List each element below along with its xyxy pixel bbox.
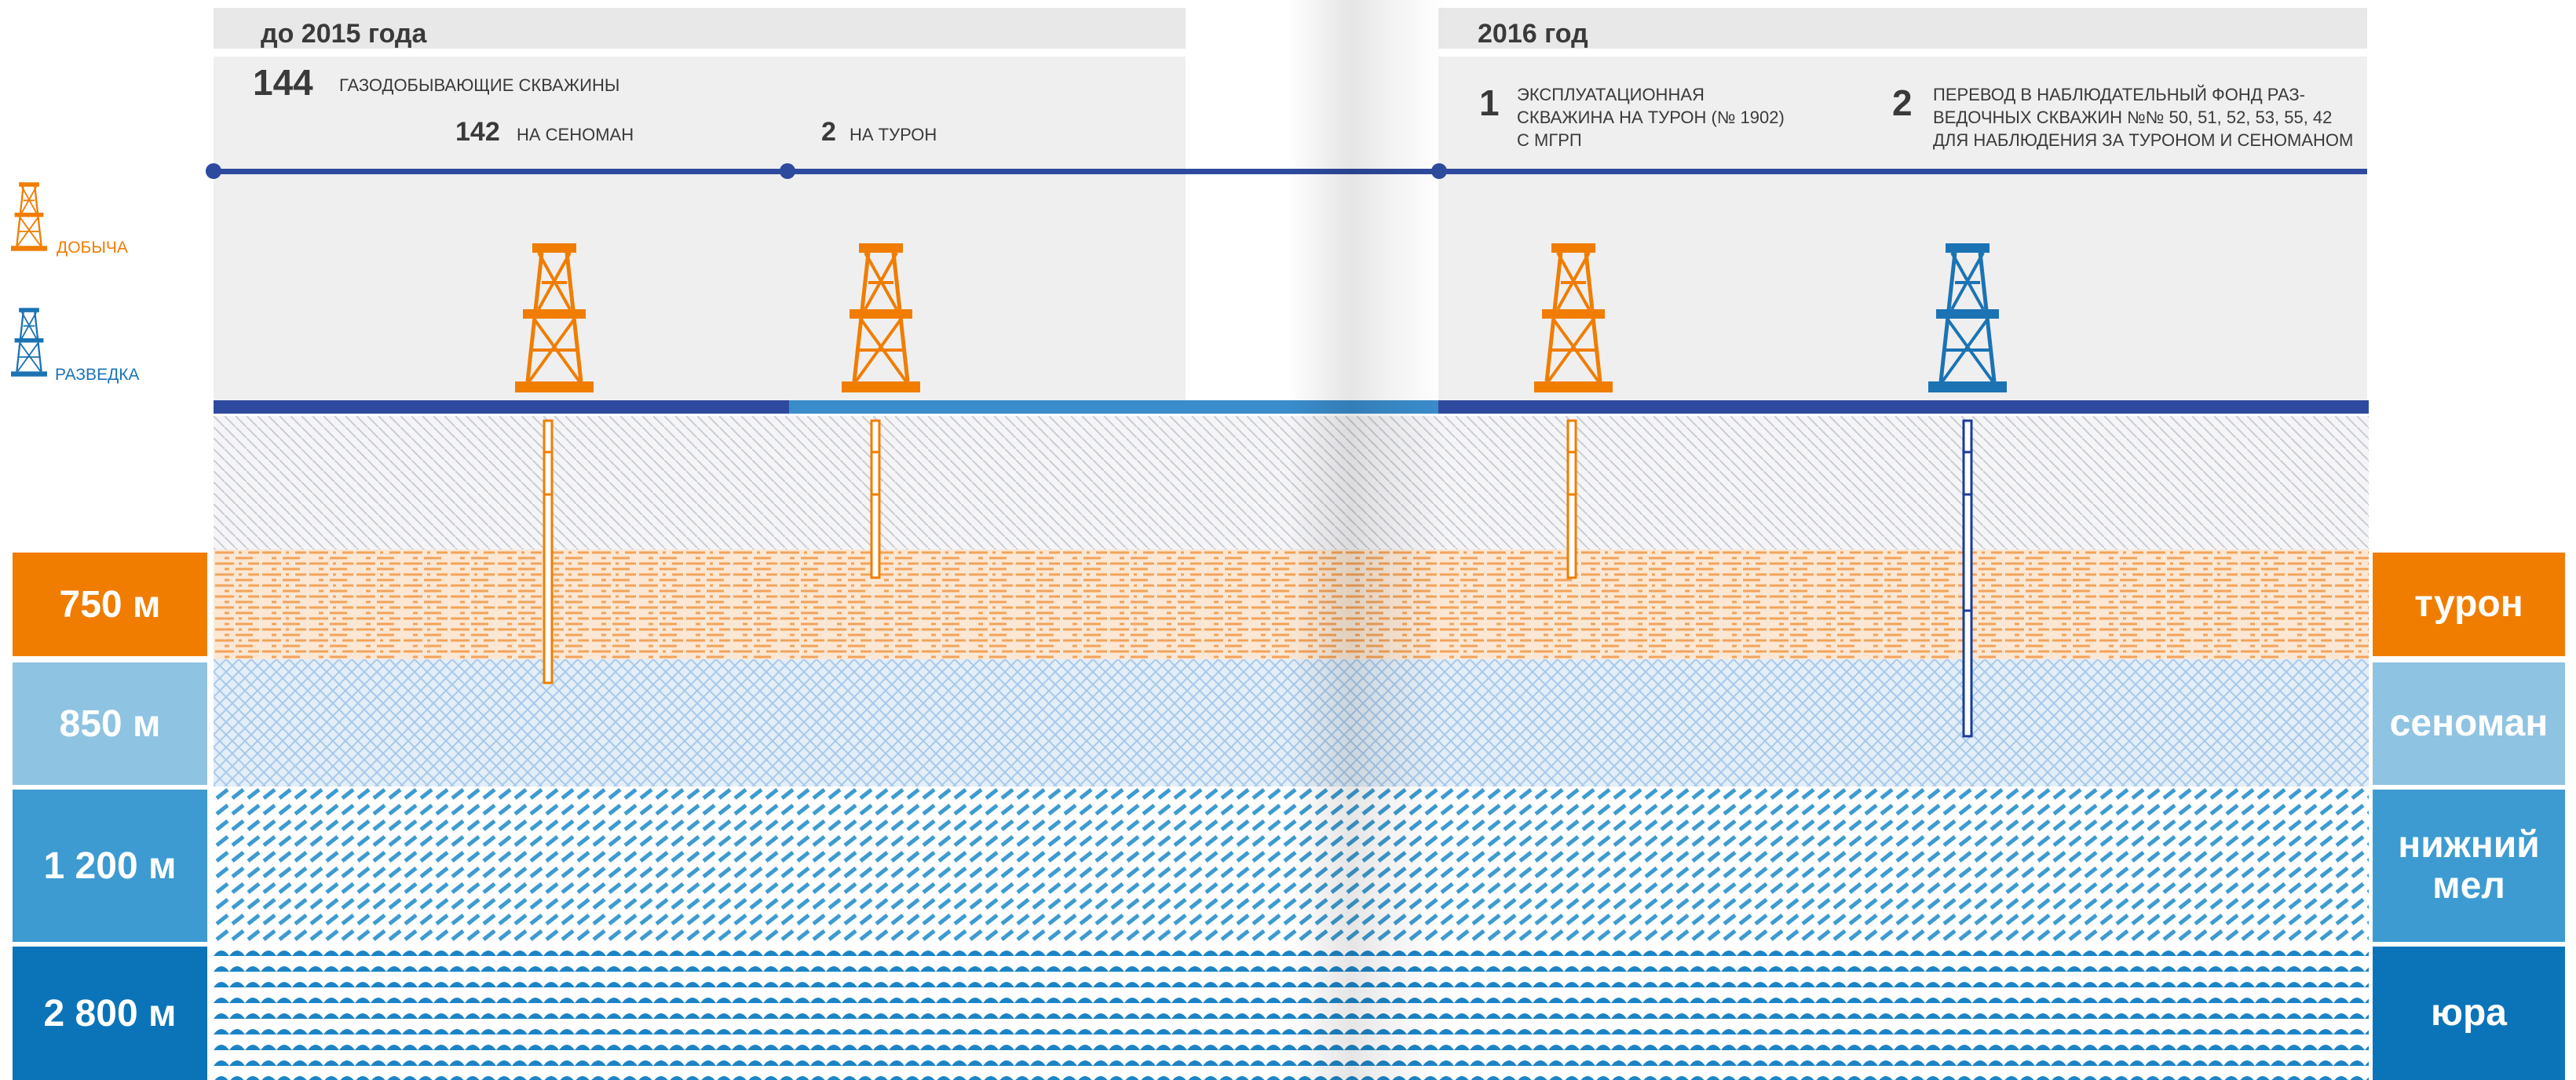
- item2-text: перевод в наблюдательный фонд раз- ведоч…: [1933, 83, 2353, 151]
- layer-name-turon: турон: [2373, 553, 2565, 656]
- layer-name-jurassic: юра: [2373, 947, 2565, 1080]
- legend-production-label: добыча: [57, 239, 128, 257]
- timeline-line: [214, 169, 2367, 174]
- depth-label-turon: 750 м: [13, 553, 207, 656]
- depth-label-cenoman: 850 м: [13, 662, 207, 785]
- lower-cretaceous-layer: [214, 786, 2369, 943]
- total-wells-count: 144: [253, 62, 313, 103]
- depth-label-jurassic: 2 800 м: [13, 947, 207, 1080]
- timeline-dot: [780, 163, 795, 179]
- turon-layer: [214, 549, 2369, 659]
- rig-production-icon: [1534, 242, 1613, 394]
- period-left-panel: [214, 57, 1186, 400]
- item1-line: скважина на турон (№ 1902): [1517, 108, 1785, 127]
- layer-name-line: нижний: [2398, 824, 2540, 866]
- overburden-layer: [214, 416, 2369, 549]
- item1-count: 1: [1479, 82, 1500, 123]
- item2-count: 2: [1892, 82, 1913, 123]
- cenoman-wells-count: 142: [455, 117, 500, 147]
- period-right-title: 2016 год: [1478, 19, 1588, 49]
- rig-production-icon: [842, 242, 920, 394]
- layer-name-lower-cretaceous: нижний мел: [2373, 790, 2565, 942]
- item1-line: эксплуатационная: [1517, 85, 1705, 104]
- cenoman-layer: [214, 659, 2369, 786]
- jurassic-layer: [214, 943, 2369, 1080]
- cenoman-wells-caption: на сеноман: [517, 125, 634, 144]
- period-left-title: до 2015 года: [261, 19, 427, 49]
- item2-line: ведочных скважин №№ 50, 51, 52, 53, 55, …: [1933, 108, 2333, 127]
- item2-line: для наблюдения за туроном и сеноманом: [1933, 130, 2354, 150]
- well-bore: [543, 419, 554, 684]
- rig-exploration-icon: [1928, 242, 2007, 394]
- ground-bar: [789, 400, 1441, 414]
- item1-line: с МГРП: [1517, 130, 1582, 150]
- timeline-dot: [206, 163, 221, 179]
- item2-line: перевод в наблюдательный фонд раз-: [1933, 85, 2306, 104]
- rig-production-icon: [515, 242, 594, 394]
- period-left-header: до 2015 года: [214, 8, 1186, 49]
- legend-production-rig-icon: [11, 177, 47, 256]
- ground-bar: [1438, 400, 2369, 414]
- ground-bar: [214, 400, 798, 414]
- depth-label-lower-cretaceous: 1 200 м: [13, 790, 207, 942]
- layer-name-cenoman: сеноман: [2373, 662, 2565, 785]
- well-bore: [1566, 419, 1577, 579]
- legend-exploration-rig-icon: [11, 303, 47, 381]
- item1-text: эксплуатационная скважина на турон (№ 19…: [1517, 83, 1785, 151]
- legend-exploration-label: разведка: [55, 366, 140, 384]
- well-bore-exploration: [1962, 419, 1973, 738]
- turon-wells-count: 2: [821, 117, 836, 147]
- period-right-panel: [1438, 57, 2367, 400]
- layer-name-line: мел: [2432, 865, 2505, 907]
- turon-wells-caption: на турон: [850, 125, 937, 144]
- well-bore: [870, 419, 881, 579]
- timeline-dot: [1431, 163, 1447, 179]
- total-wells-caption: газодобывающие скважины: [339, 75, 620, 95]
- period-right-header: 2016 год: [1438, 8, 2367, 49]
